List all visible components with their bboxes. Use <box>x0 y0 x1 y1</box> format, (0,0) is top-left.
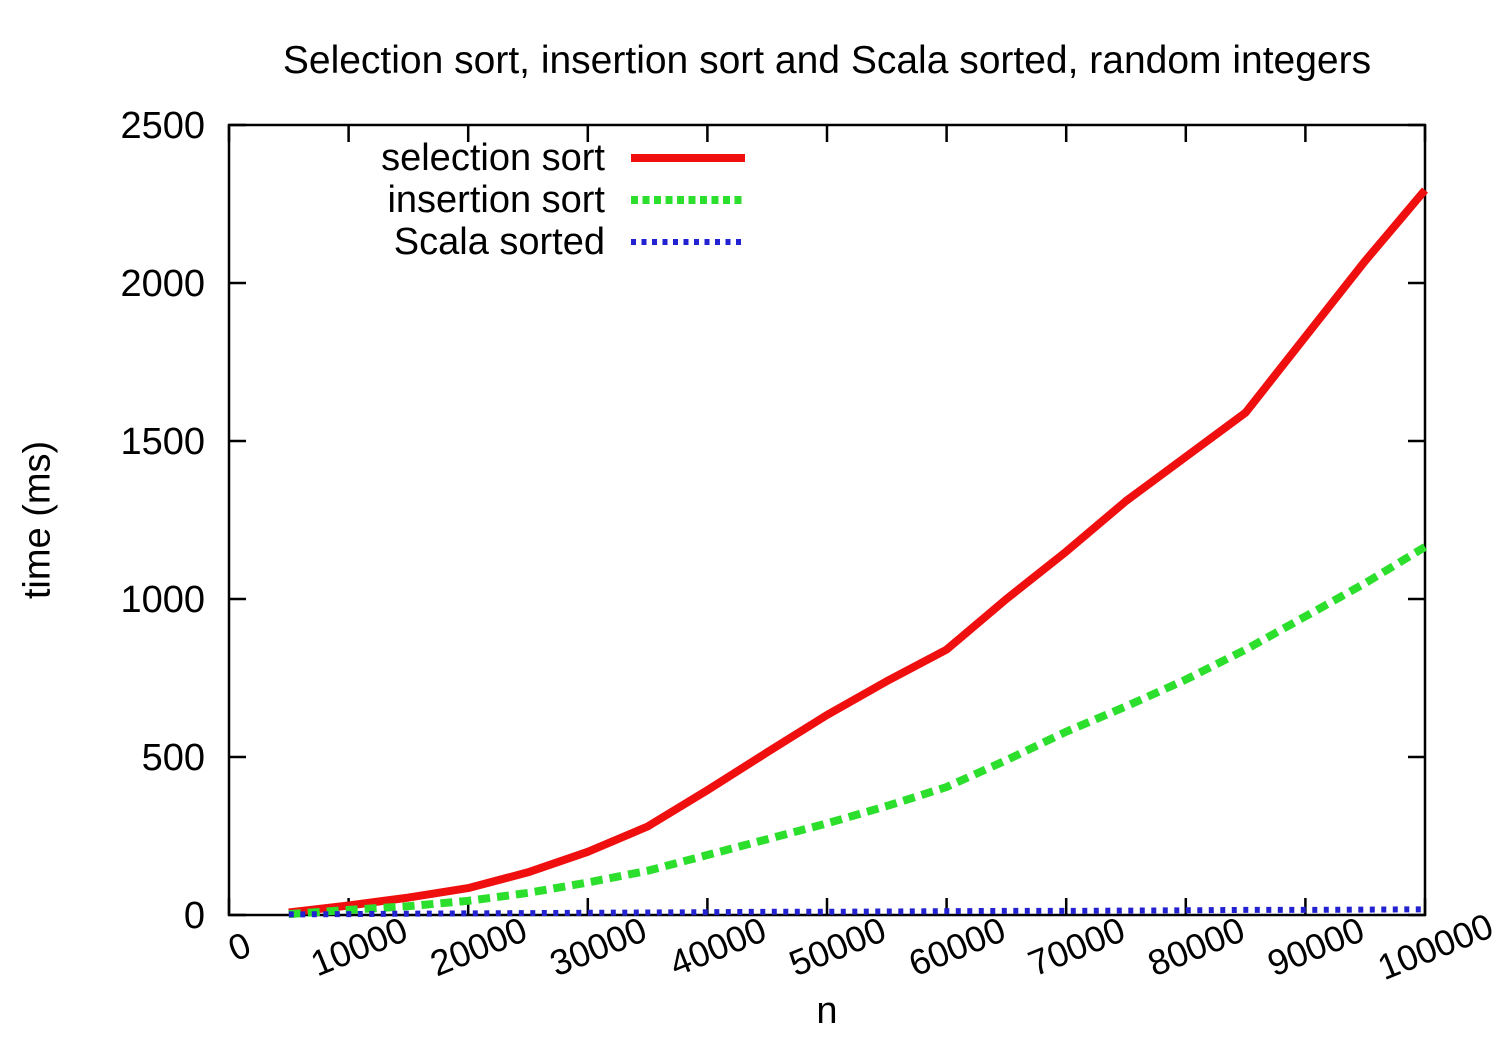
y-tick-label: 2500 <box>120 105 205 147</box>
x-tick-label: 60000 <box>903 909 1011 985</box>
x-tick-label: 50000 <box>783 909 891 985</box>
x-tick-label: 90000 <box>1262 909 1370 985</box>
chart-title: Selection sort, insertion sort and Scala… <box>282 39 1372 82</box>
y-tick-label: 500 <box>142 737 205 779</box>
x-tick-label: 80000 <box>1142 909 1250 985</box>
series-line-Scala-sorted <box>288 906 1426 918</box>
legend-item-Scala-sorted: Scala sorted <box>0 221 745 263</box>
y-tick-label: 2000 <box>120 263 205 305</box>
legend-item-selection-sort: selection sort <box>0 137 745 179</box>
y-tick-label: 1500 <box>120 421 205 463</box>
y-tick-label: 1000 <box>120 579 205 621</box>
series-line-insertion-sort <box>288 543 1428 919</box>
x-tick-label: 40000 <box>664 909 772 985</box>
x-tick-label: 0 <box>222 924 256 970</box>
legend: selection sort insertion sort Scala sorted <box>0 137 745 263</box>
legend-label: insertion sort <box>387 179 605 221</box>
legend-line-Scala-sorted <box>631 239 745 245</box>
y-tick-label: 0 <box>184 895 205 937</box>
x-axis-label: n <box>816 990 838 1032</box>
x-tick-label: 10000 <box>305 909 413 985</box>
legend-label: selection sort <box>381 137 605 179</box>
series-line-selection-sort <box>288 187 1429 917</box>
legend-line-insertion-sort <box>631 196 745 204</box>
x-tick-label: 30000 <box>544 909 652 985</box>
x-tick-label: 20000 <box>424 909 532 985</box>
legend-item-insertion-sort: insertion sort <box>0 179 745 221</box>
x-tick-label: 70000 <box>1022 909 1130 985</box>
legend-label: Scala sorted <box>393 221 605 263</box>
x-tick-label: 100000 <box>1372 905 1499 988</box>
legend-line-selection-sort <box>631 154 745 162</box>
